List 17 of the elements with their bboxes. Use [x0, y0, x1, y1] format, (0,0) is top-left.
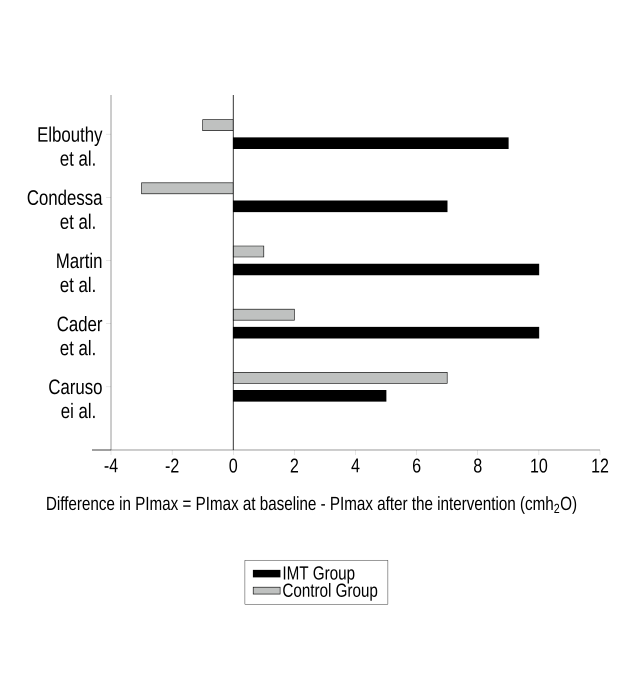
x-tick-label: 0	[229, 458, 238, 473]
y-tick-label: Elbouthy et al.	[38, 126, 102, 166]
x-tick-label: -2	[166, 458, 178, 472]
legend-label: IMT Group	[284, 566, 354, 584]
y-tick-label: Caruso ei al.	[49, 379, 102, 418]
y-tick-label: Cader et al.	[58, 316, 102, 356]
x-tick-label: 12	[592, 458, 608, 472]
x-tick-label: 2	[290, 458, 298, 472]
x-tick-label: 6	[412, 458, 420, 473]
x-tick-label: 10	[531, 458, 548, 473]
y-tick-label: Condessa et al.	[28, 190, 102, 230]
legend-label: Control Group	[283, 582, 378, 601]
x-tick-label: -4	[104, 458, 118, 472]
x-tick-label: 8	[474, 458, 482, 473]
y-tick-label: Martin et al.	[57, 252, 102, 292]
x-tick-label: 4	[351, 458, 360, 472]
x-axis-title: Difference in PImax = PImax at baseline - PImax after the intervention (cmh$_{2}$O)	[47, 496, 576, 514]
